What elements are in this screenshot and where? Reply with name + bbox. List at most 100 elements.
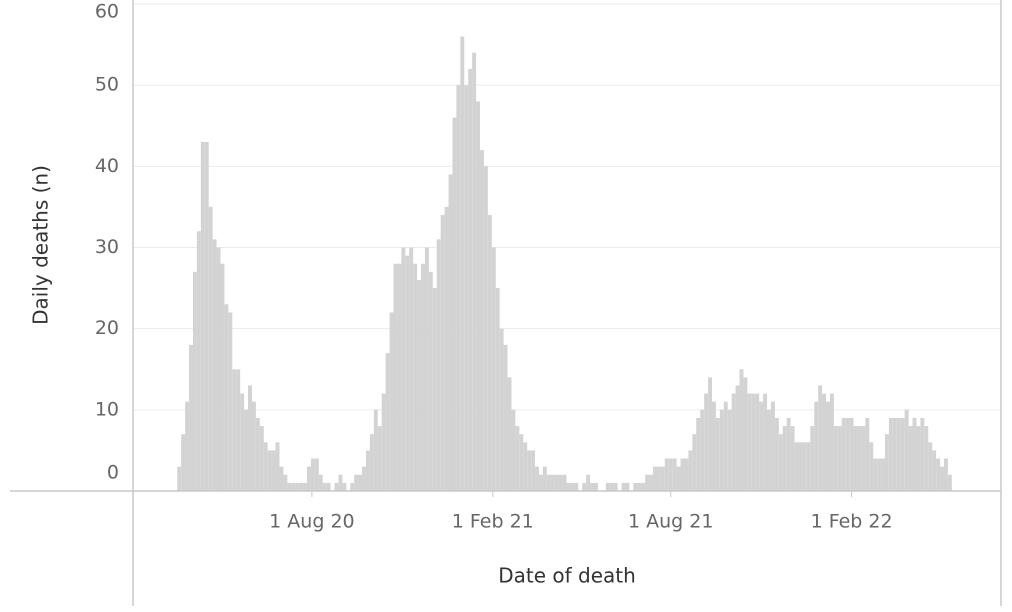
bar	[550, 474, 555, 491]
bar	[196, 231, 201, 491]
y-axis-title: Daily deaths (n)	[29, 165, 53, 325]
bar	[244, 409, 249, 491]
bar	[837, 426, 842, 491]
bar	[452, 117, 457, 491]
bar	[672, 458, 677, 491]
bar	[715, 417, 720, 491]
bar	[790, 426, 795, 491]
bar	[680, 458, 685, 491]
bar	[885, 434, 889, 491]
bar	[845, 417, 850, 491]
bar	[527, 450, 532, 491]
bar	[668, 458, 673, 491]
bar	[535, 466, 539, 491]
y-tick-label: 50	[95, 74, 119, 96]
bar	[570, 482, 575, 491]
bar	[251, 401, 256, 491]
bar	[342, 482, 347, 491]
bar	[814, 401, 819, 491]
bar	[464, 85, 469, 492]
x-axis-title: Date of death	[498, 564, 636, 588]
bar	[259, 426, 264, 491]
y-tick-label: 20	[95, 317, 119, 339]
bar	[267, 450, 272, 491]
bar	[334, 482, 339, 491]
bar	[495, 288, 500, 491]
bar	[499, 328, 504, 491]
bar	[542, 466, 547, 491]
bar	[436, 239, 441, 491]
bar	[786, 417, 791, 491]
bar	[232, 369, 237, 491]
bar	[338, 474, 343, 491]
bar	[857, 426, 862, 491]
bar	[428, 271, 433, 491]
bar	[645, 474, 650, 491]
bar	[476, 101, 481, 492]
bar	[424, 247, 429, 491]
bar	[523, 442, 528, 491]
bar	[566, 482, 571, 491]
bar	[291, 482, 296, 491]
bar	[448, 174, 453, 491]
bar	[303, 482, 307, 491]
x-tick-label: 1 Feb 21	[452, 511, 534, 533]
bar	[503, 344, 508, 491]
bar	[908, 426, 913, 491]
bar	[255, 417, 260, 491]
bar	[189, 344, 193, 491]
bar	[350, 482, 355, 491]
bar	[873, 458, 878, 491]
bar	[468, 68, 473, 491]
bar	[279, 466, 284, 491]
bar	[491, 247, 496, 491]
bar	[271, 450, 276, 491]
x-tick-label: 1 Aug 20	[269, 511, 354, 533]
bar	[185, 401, 190, 491]
bar	[554, 474, 559, 491]
bar	[916, 426, 921, 491]
bar	[401, 247, 406, 491]
bar	[719, 409, 724, 491]
bar	[861, 426, 866, 491]
bar	[318, 474, 323, 491]
bar	[263, 442, 268, 491]
bar	[369, 434, 374, 491]
bar	[696, 417, 701, 491]
bar	[900, 417, 905, 491]
bar	[393, 263, 398, 491]
bar	[200, 141, 205, 491]
bar	[676, 466, 681, 491]
bar	[943, 458, 948, 491]
bar	[928, 442, 933, 491]
bar	[546, 474, 551, 491]
bar	[586, 474, 591, 491]
bar	[216, 247, 221, 491]
bar	[621, 482, 626, 491]
bar	[723, 401, 728, 491]
bar	[574, 482, 579, 491]
bar	[456, 85, 461, 492]
bar	[896, 417, 901, 491]
bar	[829, 393, 834, 491]
x-tick-label: 1 Aug 21	[628, 511, 713, 533]
bar	[653, 466, 657, 491]
bar	[853, 426, 858, 491]
bar	[782, 426, 787, 491]
bar	[932, 450, 937, 491]
bar	[562, 474, 567, 491]
bar	[299, 482, 304, 491]
bar	[310, 458, 315, 491]
bar	[947, 474, 952, 491]
bar	[397, 263, 402, 491]
bar	[641, 482, 646, 491]
bar	[774, 417, 779, 491]
bar	[708, 377, 712, 491]
bar	[660, 466, 665, 491]
bar	[326, 482, 331, 491]
bar	[759, 401, 764, 491]
bar	[747, 393, 752, 491]
bar	[472, 52, 477, 491]
